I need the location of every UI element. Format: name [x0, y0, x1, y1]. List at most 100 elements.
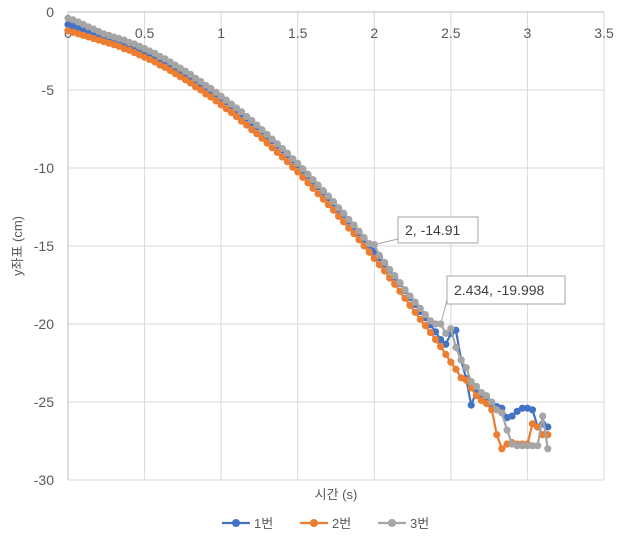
data-point	[380, 258, 389, 266]
data-point	[452, 365, 460, 373]
x-tick-label: 0.5	[135, 25, 155, 41]
data-point	[345, 215, 353, 224]
data-point	[222, 105, 230, 113]
data-point	[513, 407, 521, 415]
data-point	[253, 121, 261, 129]
data-point	[350, 221, 358, 229]
data-point	[442, 329, 450, 337]
callout-leader	[374, 238, 399, 246]
data-point	[227, 100, 235, 108]
legend-item-3: 3번	[378, 516, 429, 531]
data-point	[365, 248, 373, 256]
legend-label: 3번	[410, 516, 429, 531]
x-tick-label: 2	[370, 25, 378, 41]
grid-lines	[67, 11, 605, 481]
data-point	[232, 112, 241, 121]
data-point	[278, 144, 286, 153]
data-point	[386, 265, 394, 273]
data-point	[299, 165, 307, 173]
data-point	[518, 404, 526, 412]
data-point	[191, 83, 200, 91]
legend-item-2: 2번	[300, 516, 351, 531]
data-point	[442, 350, 450, 359]
data-point	[411, 308, 419, 316]
data-point	[268, 135, 276, 143]
data-point	[273, 140, 281, 148]
data-point	[248, 116, 256, 125]
data-point	[197, 77, 205, 86]
data-point	[258, 134, 266, 142]
data-point	[237, 117, 246, 125]
data-point	[161, 63, 169, 71]
x-tick-label: 2.5	[441, 25, 461, 41]
data-point	[355, 227, 363, 235]
data-point	[360, 233, 368, 242]
x-tick-label: 1	[217, 25, 225, 41]
data-point	[396, 279, 404, 287]
legend-item-1: 1번	[222, 516, 273, 531]
data-point	[268, 144, 276, 152]
data-point	[421, 321, 429, 330]
y-tick-label: -20	[34, 316, 54, 332]
data-point	[197, 86, 205, 94]
callout-box	[397, 216, 479, 244]
callout-leader	[440, 299, 448, 325]
data-point	[299, 173, 307, 181]
data-point	[314, 190, 322, 198]
y-tick-label: -30	[34, 472, 54, 488]
data-point	[304, 170, 312, 178]
legend: 1번 2번 3번	[222, 516, 429, 531]
data-point	[340, 209, 348, 217]
data-point	[176, 64, 184, 72]
data-point	[528, 420, 537, 428]
data-point	[243, 121, 251, 129]
data-point	[457, 356, 465, 364]
x-axis-title: 시간 (s)	[315, 487, 358, 502]
data-point	[335, 204, 343, 212]
data-point	[467, 378, 475, 386]
data-point	[508, 412, 516, 420]
legend-label: 1번	[254, 516, 273, 531]
data-point	[176, 73, 184, 81]
data-point	[416, 304, 424, 312]
data-point	[345, 224, 353, 232]
data-point	[329, 197, 337, 206]
data-point	[406, 301, 414, 309]
data-point	[488, 406, 496, 414]
data-point	[319, 187, 327, 195]
data-point	[513, 442, 521, 450]
data-point	[222, 96, 230, 104]
data-point	[482, 392, 491, 400]
data-point	[534, 442, 542, 450]
data-point	[283, 149, 292, 157]
y-tick-label: -25	[34, 394, 54, 410]
data-point	[498, 409, 506, 417]
data-point	[431, 320, 440, 328]
data-point	[416, 315, 424, 323]
data-point	[421, 311, 429, 319]
data-point	[186, 70, 195, 78]
data-point	[253, 130, 261, 138]
data-point	[447, 325, 455, 333]
data-point	[498, 445, 506, 453]
series-layer	[64, 14, 552, 453]
y-axis-ticks: 0 -5 -10 -15 -20 -25 -30	[34, 4, 54, 488]
data-point	[431, 336, 440, 344]
data-point	[544, 445, 552, 453]
data-point	[401, 286, 409, 294]
callout-label: 2.434, -19.998	[454, 282, 545, 298]
legend-marker	[310, 519, 318, 527]
data-point	[488, 398, 496, 406]
data-point	[528, 406, 537, 414]
annotation-layer: 2, -14.91 2.434, -19.998	[374, 216, 566, 325]
data-point	[544, 423, 552, 431]
legend-marker	[232, 519, 240, 527]
data-point	[467, 401, 475, 409]
data-point	[191, 74, 200, 82]
data-point	[289, 163, 297, 171]
data-point	[518, 442, 526, 450]
data-point	[309, 176, 317, 184]
data-point	[186, 79, 195, 87]
data-point	[391, 272, 399, 280]
